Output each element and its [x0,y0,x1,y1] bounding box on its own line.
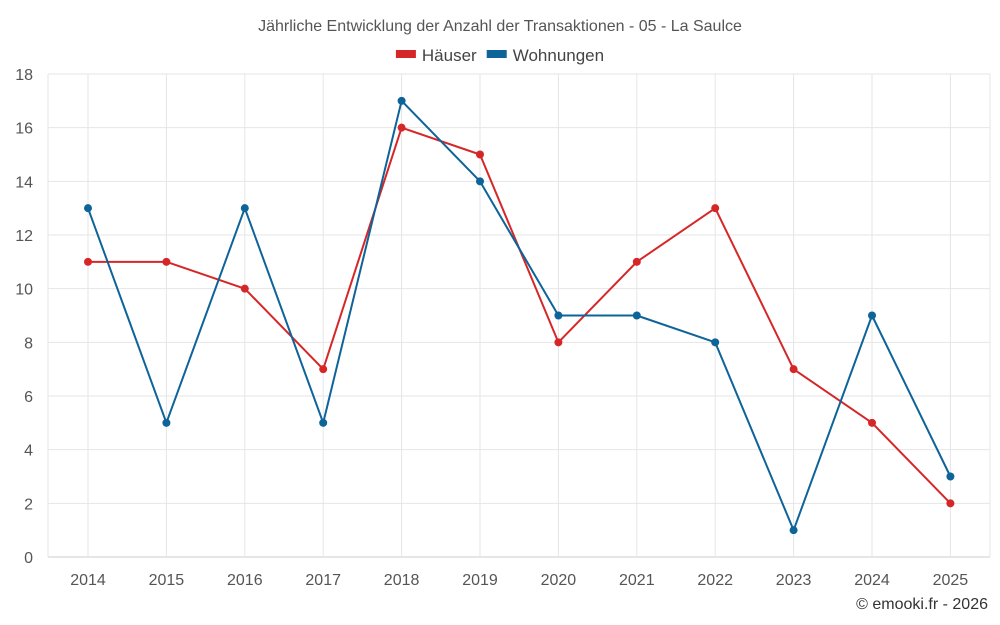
x-tick-label: 2023 [776,572,812,589]
y-tick-label: 8 [24,335,33,352]
y-tick-label: 6 [24,389,33,406]
data-point[interactable] [868,418,876,427]
x-axis: 2014 2015 2016 2017 2018 2019 2020 2021 2022 2023… [70,572,968,589]
x-tick-label: 2021 [619,572,655,589]
data-point[interactable] [319,418,328,427]
data-point[interactable] [84,204,92,213]
data-point[interactable] [162,418,171,427]
data-point[interactable] [868,311,876,320]
x-tick-label: 2022 [697,572,733,589]
y-axis: 0 2 4 6 8 10 12 14 16 18 [15,67,33,567]
x-tick-label: 2016 [227,572,263,589]
data-point[interactable] [319,365,328,374]
data-point[interactable] [711,338,720,347]
x-tick-label: 2025 [933,572,969,589]
data-point[interactable] [162,257,171,266]
y-tick-label: 18 [15,67,33,84]
x-tick-label: 2017 [305,572,341,589]
legend[interactable]: Häuser Wohnungen [395,46,604,65]
legend-label: Wohnungen [513,46,604,65]
x-tick-label: 2019 [462,572,498,589]
data-point[interactable] [554,311,563,320]
y-tick-label: 2 [24,496,33,513]
y-tick-label: 4 [24,443,33,460]
x-tick-label: 2015 [149,572,185,589]
y-tick-label: 16 [15,121,33,138]
data-point[interactable] [632,257,641,266]
credit-text: © emooki.fr - 2026 [856,596,988,613]
y-tick-label: 0 [24,550,33,567]
series-line [88,126,952,505]
x-tick-label: 2020 [541,572,577,589]
x-tick-label: 2024 [854,572,890,589]
legend-item[interactable]: Häuser [395,46,477,65]
series-line [87,99,952,532]
data-point[interactable] [554,338,563,347]
y-tick-label: 10 [15,282,33,299]
data-point[interactable] [476,177,484,186]
series-layer [84,96,955,535]
series-2 [84,96,955,535]
y-tick-label: 12 [15,228,33,245]
data-point[interactable] [397,123,406,132]
chart-title: Jährliche Entwicklung der Anzahl der Tra… [258,18,742,35]
data-point[interactable] [946,472,955,481]
legend-item[interactable]: Wohnungen [486,46,604,65]
data-point[interactable] [84,257,92,266]
data-point[interactable] [789,526,798,535]
data-point[interactable] [711,204,720,213]
data-point[interactable] [632,311,641,320]
data-point[interactable] [240,204,249,213]
x-tick-label: 2014 [70,572,106,589]
x-tick-label: 2018 [384,572,420,589]
data-point[interactable] [476,150,484,159]
grid [47,73,991,558]
y-tick-label: 14 [15,174,33,191]
legend-swatch [395,50,416,58]
legend-label: Häuser [422,46,477,65]
data-point[interactable] [946,499,955,508]
legend-swatch [486,50,507,58]
data-point[interactable] [397,96,406,105]
data-point[interactable] [789,365,798,374]
data-point[interactable] [240,284,249,293]
